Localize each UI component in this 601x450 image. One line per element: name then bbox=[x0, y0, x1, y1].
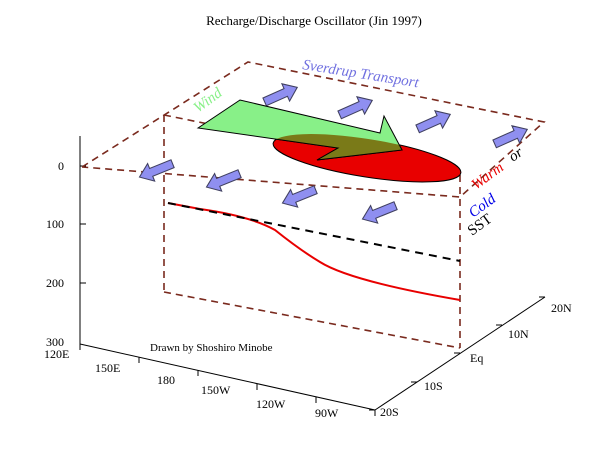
latitude-tick-label: 20S bbox=[380, 405, 399, 419]
sverdrup-arrow bbox=[415, 110, 452, 134]
credit-text: Drawn by Shoshiro Minobe bbox=[150, 342, 273, 354]
latitude-tick-label: 10S bbox=[424, 379, 443, 393]
wind-label: Wind bbox=[191, 85, 226, 116]
figure-title: Recharge/Discharge Oscillator (Jin 1997) bbox=[206, 13, 422, 28]
sst-label: SST bbox=[465, 211, 495, 239]
latitude-tick-label: Eq bbox=[470, 351, 483, 365]
sverdrup-arrow bbox=[262, 83, 299, 107]
longitude-ticks: 120E 150E 180 150W 120W 90W bbox=[44, 344, 376, 420]
latitude-tick-label: 20N bbox=[551, 301, 572, 315]
warm-label: Warm bbox=[469, 159, 507, 193]
sverdrup-arrow bbox=[337, 96, 374, 120]
sverdrup-arrow bbox=[361, 201, 398, 224]
latitude-tick-label: 10N bbox=[508, 327, 529, 341]
depth-tick-label: 0 bbox=[58, 159, 64, 173]
depth-tick-label: 300 bbox=[46, 335, 64, 349]
wall-bottom-edge bbox=[163, 291, 461, 349]
sverdrup-arrows-south bbox=[138, 159, 398, 224]
sverdrup-arrow bbox=[281, 185, 318, 208]
longitude-tick-label: 90W bbox=[315, 406, 339, 420]
sverdrup-arrows-north bbox=[262, 83, 529, 149]
longitude-tick-label: 120W bbox=[256, 397, 286, 411]
sverdrup-arrow bbox=[492, 125, 529, 149]
sverdrup-arrow bbox=[138, 159, 175, 182]
sverdrup-arrow bbox=[205, 169, 242, 192]
or-label: or bbox=[506, 144, 526, 165]
longitude-axis-line bbox=[79, 343, 376, 411]
longitude-tick-label: 150E bbox=[95, 361, 120, 375]
depth-ticks: 0 100 200 300 bbox=[46, 159, 86, 349]
longitude-tick-label: 180 bbox=[157, 373, 175, 387]
sverdrup-transport-label: Sverdrup Transport bbox=[301, 57, 420, 91]
surface-plane-outline bbox=[81, 61, 546, 198]
latitude-ticks: 20S 10S Eq 10N 20N bbox=[369, 296, 572, 419]
depth-tick-label: 100 bbox=[46, 217, 64, 231]
mean-thermocline-line bbox=[167, 202, 461, 262]
longitude-tick-label: 150W bbox=[201, 383, 231, 397]
depth-tick-label: 200 bbox=[46, 276, 64, 290]
longitude-tick-label: 120E bbox=[44, 347, 69, 361]
